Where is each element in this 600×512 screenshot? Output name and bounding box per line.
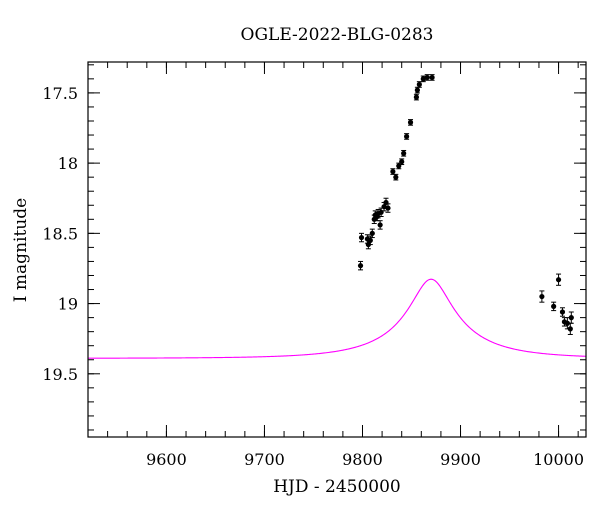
point-marker xyxy=(399,159,405,165)
x-tick-label: 10000 xyxy=(533,450,584,469)
data-point xyxy=(377,220,383,230)
point-marker xyxy=(539,293,545,300)
data-point xyxy=(385,203,391,213)
x-axis-label: HJD - 2450000 xyxy=(273,477,401,497)
data-point xyxy=(413,93,420,101)
point-marker xyxy=(357,263,364,269)
data-point xyxy=(369,228,375,239)
point-marker xyxy=(413,94,420,100)
data-point xyxy=(559,307,566,317)
point-marker xyxy=(564,320,570,326)
data-point xyxy=(358,232,365,243)
data-points xyxy=(357,74,574,335)
point-marker xyxy=(404,133,410,140)
data-point xyxy=(399,158,405,166)
chart-title: OGLE-2022-BLG-0283 xyxy=(241,25,434,45)
point-marker xyxy=(429,74,435,81)
tick-labels: 9600 9700 9800 9900 10000 17.5 18 18.5 19 19.5 xyxy=(42,84,584,469)
data-point xyxy=(404,133,410,140)
point-marker xyxy=(559,309,566,315)
data-point xyxy=(357,260,364,271)
point-marker xyxy=(358,234,365,241)
point-marker xyxy=(555,277,562,283)
model-curve xyxy=(88,278,587,359)
x-tick-label: 9900 xyxy=(440,450,481,469)
x-tick-label: 9600 xyxy=(146,450,187,469)
point-marker xyxy=(568,315,574,321)
y-tick-label: 19.5 xyxy=(42,365,78,384)
plot-frame xyxy=(87,61,587,438)
point-marker xyxy=(390,168,396,175)
point-marker xyxy=(367,237,373,243)
y-axis-label: I magnitude xyxy=(11,198,31,302)
data-point xyxy=(424,74,430,81)
point-marker xyxy=(369,230,375,236)
point-marker xyxy=(420,76,426,82)
point-marker xyxy=(393,174,399,180)
data-point xyxy=(420,75,426,83)
point-marker xyxy=(377,222,383,228)
major-ticks xyxy=(88,62,586,437)
data-point xyxy=(390,168,396,175)
y-tick-label: 19 xyxy=(58,295,78,314)
point-marker xyxy=(551,303,557,309)
y-tick-label: 17.5 xyxy=(42,84,78,103)
data-point xyxy=(414,86,420,94)
x-tick-label: 9800 xyxy=(342,450,383,469)
data-point xyxy=(568,311,574,324)
point-marker xyxy=(407,119,414,125)
data-point xyxy=(555,273,562,286)
data-point xyxy=(551,301,557,312)
data-point xyxy=(416,81,422,88)
point-marker xyxy=(414,87,420,93)
point-marker xyxy=(424,74,430,81)
point-marker xyxy=(416,81,422,88)
data-point xyxy=(539,290,545,303)
minor-ticks xyxy=(87,62,586,437)
point-marker xyxy=(567,326,573,332)
y-tick-label: 18.5 xyxy=(42,224,78,243)
data-point xyxy=(393,173,399,181)
data-point xyxy=(401,149,407,157)
y-tick-label: 18 xyxy=(58,154,78,173)
x-tick-label: 9700 xyxy=(244,450,285,469)
data-point xyxy=(429,74,435,81)
data-point xyxy=(407,119,414,126)
point-marker xyxy=(385,205,391,211)
point-marker xyxy=(401,150,407,156)
